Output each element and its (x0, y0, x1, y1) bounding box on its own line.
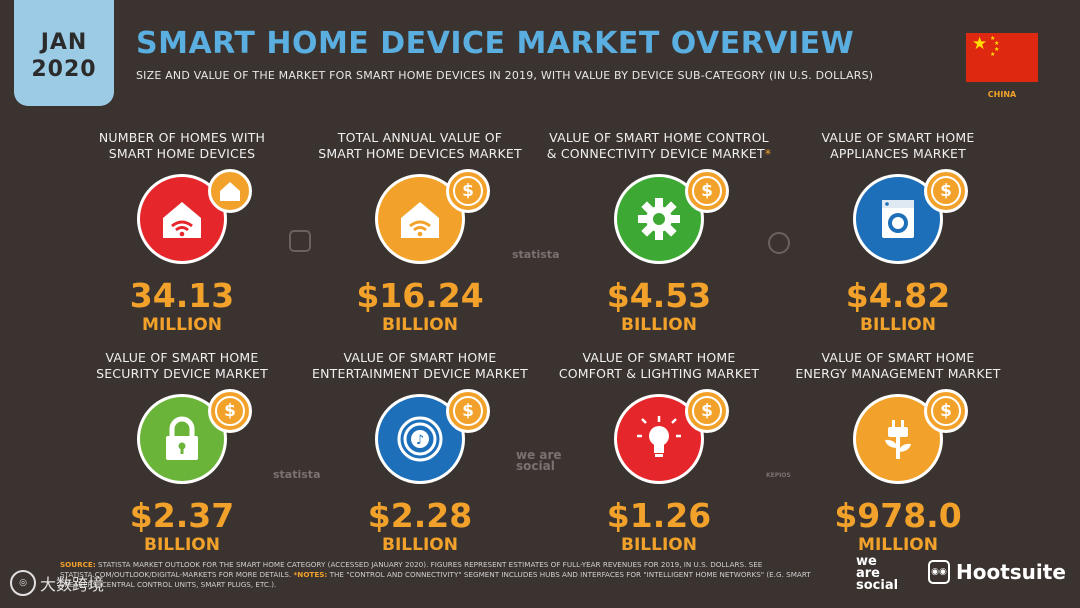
country-label: CHINA (987, 90, 1017, 99)
we-are-social-watermark: we are social (516, 448, 562, 473)
card-appliances: VALUE OF SMART HOME APPLIANCES MARKET $ $… (778, 130, 1018, 335)
statista-watermark: statista (512, 248, 560, 261)
card-entertainment: VALUE OF SMART HOME ENTERTAINMENT DEVICE … (300, 350, 540, 555)
card-value: $4.53 (606, 276, 712, 315)
card-label: VALUE OF SMART HOME ENTERTAINMENT DEVICE … (312, 350, 528, 381)
footer-notes: SOURCE: STATISTA MARKET OUTLOOK FOR THE … (60, 560, 830, 590)
corner-watermark-icon: ◎ (10, 570, 36, 596)
card-value: $1.26 (606, 496, 712, 535)
dollar-icon: $ (685, 169, 729, 213)
dollar-icon: $ (446, 389, 490, 433)
hootsuite-logo: ◉◉ Hootsuite (928, 560, 1066, 584)
card-label: VALUE OF SMART HOME ENERGY MANAGEMENT MAR… (795, 350, 1001, 381)
card-homes: NUMBER OF HOMES WITH SMART HOME DEVICES 3… (62, 130, 302, 335)
card-unit: BILLION (860, 315, 936, 335)
card-value: $4.82 (845, 276, 951, 315)
owl-icon: ◉◉ (928, 560, 950, 584)
notes-label: *NOTES: (293, 570, 328, 579)
hootsuite-text: Hootsuite (956, 560, 1066, 584)
card-unit: BILLION (144, 535, 220, 555)
card-value: $16.24 (356, 276, 484, 315)
home-badge-icon (208, 169, 252, 213)
dollar-icon: $ (446, 169, 490, 213)
plug-plant-icon: $ (853, 389, 968, 484)
card-label: VALUE OF SMART HOME COMFORT & LIGHTING MA… (558, 350, 760, 381)
source-label: SOURCE: (60, 560, 96, 569)
card-label: NUMBER OF HOMES WITH SMART HOME DEVICES (98, 130, 266, 161)
notes-text: THE "CONTROL AND CONNECTIVITY" SEGMENT I… (60, 570, 811, 589)
source-text: STATISTA MARKET OUTLOOK FOR THE SMART HO… (98, 560, 747, 569)
card-label: VALUE OF SMART HOME APPLIANCES MARKET (821, 130, 975, 161)
page-title: SMART HOME DEVICE MARKET OVERVIEW (136, 26, 855, 61)
card-unit: MILLION (858, 535, 938, 555)
page-subtitle: SIZE AND VALUE OF THE MARKET FOR SMART H… (136, 69, 874, 82)
card-unit: BILLION (621, 535, 697, 555)
card-value: 34.13 (129, 276, 235, 315)
card-unit: BILLION (382, 315, 458, 335)
gear-icon: $ (614, 169, 729, 264)
bulb-watermark-icon (768, 232, 790, 254)
card-label: VALUE OF SMART HOME SECURITY DEVICE MARKE… (96, 350, 268, 381)
card-total-value: TOTAL ANNUAL VALUE OF SMART HOME DEVICES … (300, 130, 540, 335)
china-flag-icon: ★ ★ ★ ★ ★ (966, 33, 1038, 82)
card-energy-management: VALUE OF SMART HOME ENERGY MANAGEMENT MAR… (778, 350, 1018, 555)
card-security: VALUE OF SMART HOME SECURITY DEVICE MARKE… (62, 350, 302, 555)
dollar-icon: $ (208, 389, 252, 433)
dollar-icon: $ (685, 389, 729, 433)
we-are-social-logo: we are social (856, 554, 899, 593)
light-bulb-icon: $ (614, 389, 729, 484)
dollar-icon: $ (924, 389, 968, 433)
card-value: $2.37 (129, 496, 235, 535)
lock-icon: $ (137, 389, 252, 484)
date-tab: JAN 2020 (14, 0, 114, 106)
card-comfort-lighting: VALUE OF SMART HOME COMFORT & LIGHTING MA… (539, 350, 779, 555)
kepios-watermark: KEPIOS (766, 472, 791, 479)
card-value: $978.0 (834, 496, 962, 535)
card-value: $2.28 (367, 496, 473, 535)
card-unit: BILLION (621, 315, 697, 335)
date-year: 2020 (31, 57, 97, 82)
owl-watermark-icon (289, 230, 311, 252)
home-icon (137, 169, 252, 264)
statista-watermark: statista (273, 468, 321, 481)
dollar-icon: $ (924, 169, 968, 213)
music-speaker-icon: ♪ $ (375, 389, 490, 484)
home-wifi-icon: $ (375, 169, 490, 264)
card-unit: BILLION (382, 535, 458, 555)
card-label: TOTAL ANNUAL VALUE OF SMART HOME DEVICES … (318, 130, 522, 161)
see-text: SEE STATISTA.COM/OUTLOOK/DIGITAL-MARKETS… (60, 560, 763, 579)
card-label: VALUE OF SMART HOME CONTROL & CONNECTIVIT… (546, 130, 772, 161)
corner-watermark: ◎ 大数跨境 (10, 570, 104, 596)
card-unit: MILLION (142, 315, 222, 335)
svg-text:♪: ♪ (416, 433, 424, 448)
card-control-connectivity: VALUE OF SMART HOME CONTROL & CONNECTIVIT… (539, 130, 779, 335)
date-month: JAN (40, 30, 88, 55)
washing-machine-icon: $ (853, 169, 968, 264)
